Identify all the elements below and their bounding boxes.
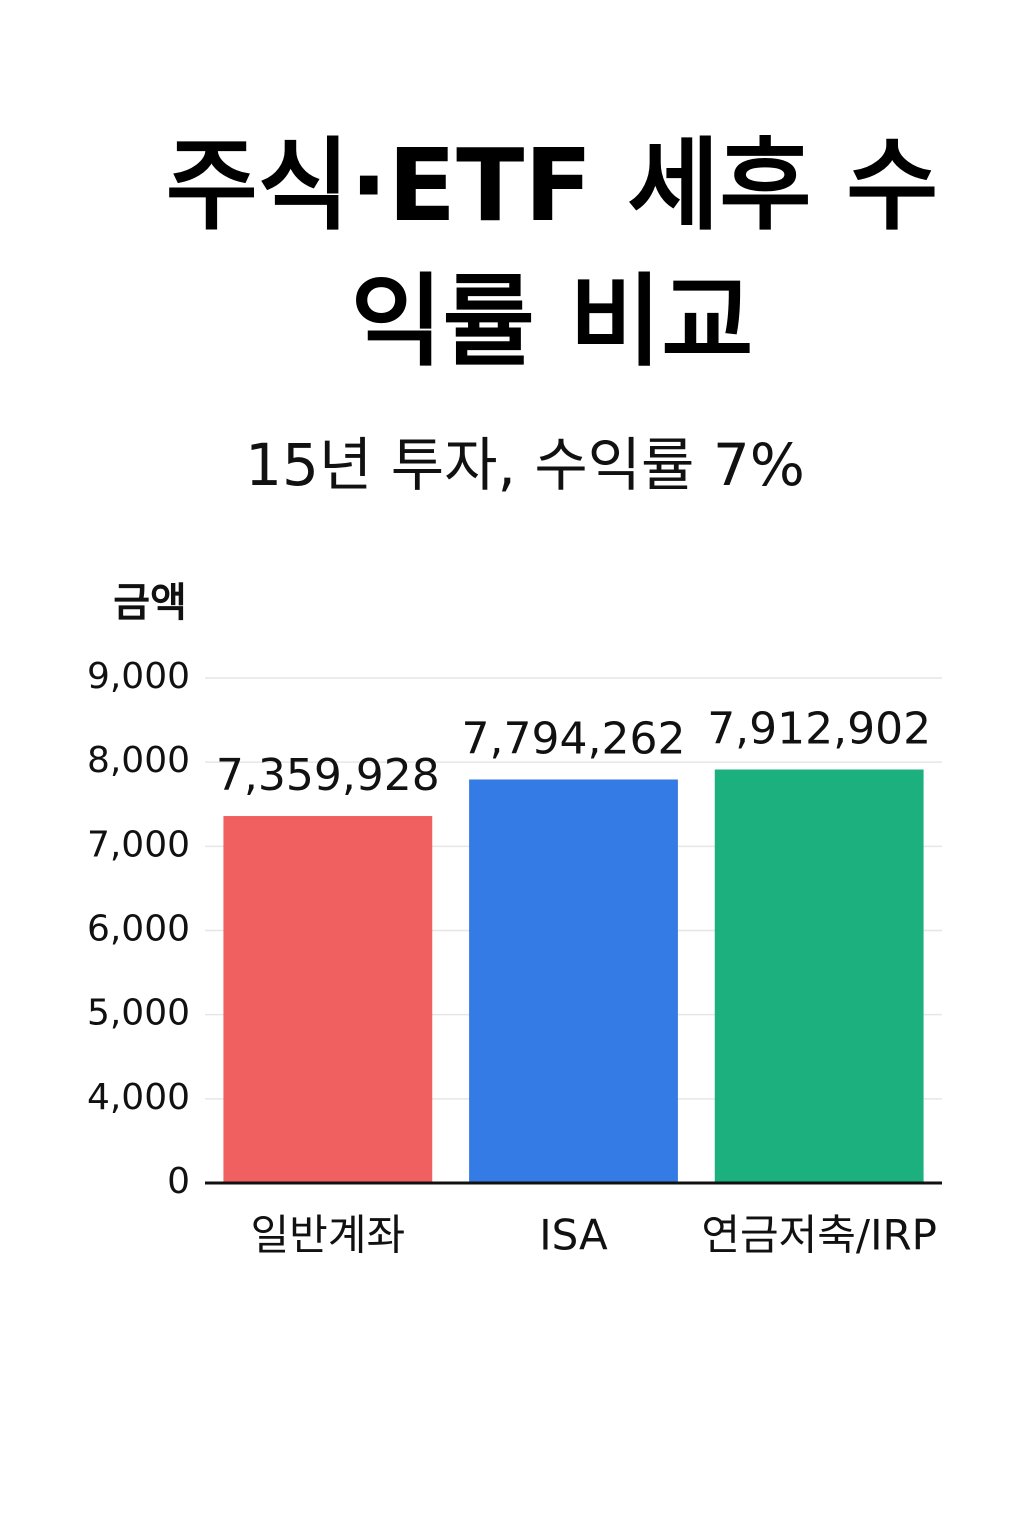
chart-subtitle: 15년 투자, 수익률 7% (245, 431, 805, 499)
bar (714, 769, 924, 1183)
value-label: 7,794,262 (462, 713, 686, 764)
y-tick-label: 5,000 (87, 993, 190, 1034)
bar (223, 816, 433, 1183)
y-tick-label: 9,000 (87, 656, 190, 697)
y-tick-label: 7,000 (87, 824, 190, 865)
bar (469, 779, 678, 1183)
y-tick-label: 4,000 (87, 1077, 190, 1118)
value-label: 7,912,902 (707, 703, 931, 754)
y-tick-label: 8,000 (87, 740, 190, 781)
x-tick-label: 일반계좌 (251, 1211, 406, 1260)
y-axis-label: 금액 (113, 580, 187, 626)
y-tick-label: 0 (167, 1161, 190, 1202)
y-tick-label: 6,000 (87, 909, 190, 950)
x-tick-label: 연금저축/IRP (701, 1211, 937, 1260)
x-tick-label: ISA (539, 1211, 608, 1260)
value-label: 7,359,928 (216, 750, 440, 801)
chart-title: 주식·ETF 세후 수익률 비교 (165, 127, 939, 380)
